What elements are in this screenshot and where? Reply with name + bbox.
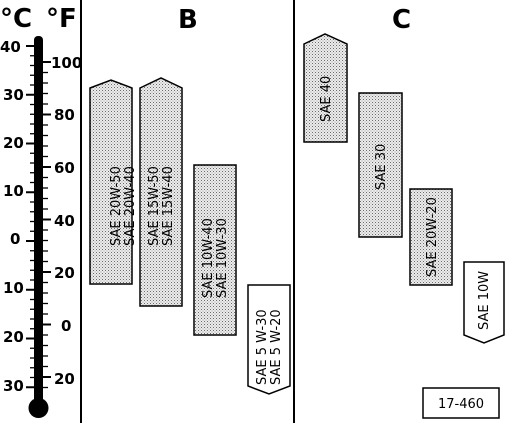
celsius-tick-label: 40 [0, 38, 21, 56]
viscosity-bar: SAE 40 [303, 33, 348, 143]
bar-label-line: SAE 10W-30 [215, 218, 230, 298]
bar-label-line: SAE 15W-50 [147, 166, 162, 246]
panel-b: B SAE 20W-50 SAE 20W-40 SAE 15W-50 SAE 1… [89, 5, 291, 395]
fahrenheit-tick-marks [43, 61, 51, 389]
bar-label-line: SAE 40 [319, 76, 334, 122]
bar-label-line: SAE 20W-20 [425, 197, 440, 277]
thermometer-tube [34, 36, 43, 406]
thermometer: °C °F 40 30 20 10 0 10 20 30 100 80 60 4… [0, 4, 82, 418]
viscosity-bar: SAE 5 W-30 SAE 5 W-20 [247, 284, 291, 395]
bar-label-line: SAE 5 W-30 [255, 309, 270, 385]
fahrenheit-tick-label: 80 [54, 106, 75, 124]
bar-label-line: SAE 20W-50 [109, 166, 124, 246]
bar-label-line: SAE 15W-40 [161, 166, 176, 246]
bar-label-line: SAE 30 [374, 144, 389, 190]
fahrenheit-unit: °F [46, 4, 77, 34]
viscosity-bar: SAE 15W-50 SAE 15W-40 [139, 77, 183, 307]
viscosity-bar: SAE 30 [358, 92, 403, 238]
celsius-tick-label: 20 [3, 328, 24, 346]
reference-number-box: 17-460 [422, 387, 500, 419]
celsius-tick-label: 30 [3, 86, 24, 104]
panel-c: C SAE 40 SAE 30 SAE 20W-20 SAE 10W 17-46… [303, 5, 505, 419]
celsius-tick-label: 10 [3, 279, 24, 297]
viscosity-bar: SAE 10W [463, 261, 505, 344]
celsius-tick-label: 0 [10, 230, 20, 248]
panel-b-title: B [178, 5, 198, 35]
thermometer-bulb [28, 398, 49, 418]
celsius-tick-marks [26, 45, 34, 389]
fahrenheit-tick-label: 40 [54, 212, 75, 230]
viscosity-bar: SAE 20W-50 SAE 20W-40 [89, 79, 138, 285]
viscosity-bar: SAE 10W-40 SAE 10W-30 [193, 164, 237, 336]
celsius-tick-label: 10 [3, 182, 24, 200]
celsius-tick-label: 20 [3, 134, 24, 152]
bar-label-line: SAE 5 W-20 [269, 309, 284, 385]
viscosity-bar: SAE 20W-20 [409, 188, 453, 286]
reference-number: 17-460 [438, 397, 484, 412]
fahrenheit-tick-label: 60 [54, 159, 75, 177]
fahrenheit-tick-label: 0 [61, 317, 71, 335]
panel-c-title: C [392, 5, 411, 35]
celsius-unit: °C [0, 4, 32, 34]
celsius-tick-label: 30 [3, 377, 24, 395]
fahrenheit-tick-label: 100 [51, 54, 82, 72]
fahrenheit-tick-label: 20 [54, 264, 75, 282]
bar-label-line: SAE 20W-40 [123, 166, 138, 246]
bar-label-line: SAE 10W-40 [201, 218, 216, 298]
bar-label-line: SAE 10W [477, 271, 492, 330]
fahrenheit-tick-label: 20 [54, 370, 75, 388]
